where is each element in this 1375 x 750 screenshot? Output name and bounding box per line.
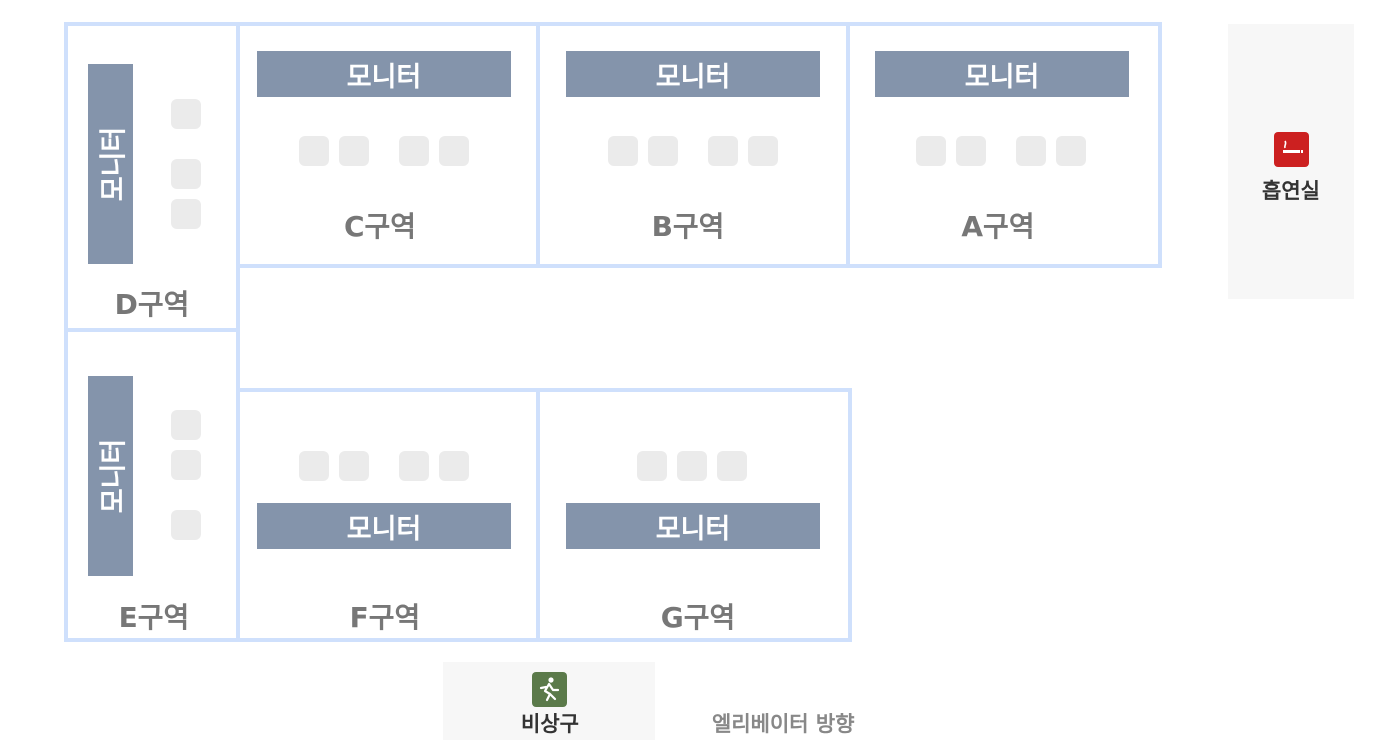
seat[interactable] [171,410,201,440]
zone-d: 모니터 D구역 [64,22,240,332]
zone-b: 모니터 B구역 [536,22,852,268]
zone-a-monitor: 모니터 [875,51,1129,97]
zone-a-label: A구역 [961,210,1035,243]
seat[interactable] [339,451,369,481]
seat[interactable] [299,136,329,166]
zone-c: 모니터 C구역 [236,22,542,268]
zone-g-monitor: 모니터 [566,503,820,549]
zone-d-label: D구역 [114,288,190,321]
seat[interactable] [439,136,469,166]
zone-b-label: B구역 [651,210,725,243]
seat[interactable] [648,136,678,166]
monitor-label: 모니터 [964,61,1040,93]
seat[interactable] [608,136,638,166]
elevator-direction-label: 엘리베이터 방향 [712,712,855,736]
zone-f-label: F구역 [349,601,421,634]
monitor-label: 모니터 [346,61,422,93]
seat[interactable] [439,451,469,481]
smoking-room[interactable]: 흡연실 [1228,24,1354,299]
emergency-exit-label: 비상구 [521,712,579,736]
seat[interactable] [171,450,201,480]
seat[interactable] [171,159,201,189]
zone-c-monitor: 모니터 [257,51,511,97]
zone-b-monitor: 모니터 [566,51,820,97]
zone-d-monitor: 모니터 [88,64,133,264]
emergency-exit-icon [532,672,567,707]
seat[interactable] [748,136,778,166]
smoking-room-label: 흡연실 [1262,179,1320,203]
seat[interactable] [171,510,201,540]
zone-f-monitor: 모니터 [257,503,511,549]
seat[interactable] [956,136,986,166]
seat[interactable] [717,451,747,481]
seat[interactable] [339,136,369,166]
monitor-label: 모니터 [346,513,422,545]
zone-g: 모니터 G구역 [536,388,852,642]
seat[interactable] [171,99,201,129]
zone-e-label: E구역 [118,601,190,634]
seat[interactable] [299,451,329,481]
monitor-label: 모니터 [655,61,731,93]
seat[interactable] [708,136,738,166]
monitor-label: 모니터 [98,126,129,202]
zone-e-monitor: 모니터 [88,376,133,576]
smoking-icon [1274,132,1309,167]
zone-a: 모니터 A구역 [846,22,1162,268]
seat[interactable] [399,451,429,481]
seat[interactable] [399,136,429,166]
zone-e: 모니터 E구역 [64,328,240,642]
zone-f: 모니터 F구역 [236,388,542,642]
zone-c-label: C구역 [343,210,417,243]
seat[interactable] [916,136,946,166]
emergency-exit[interactable]: 비상구 [443,662,655,740]
seat[interactable] [637,451,667,481]
zone-g-label: G구역 [660,601,736,634]
monitor-label: 모니터 [98,438,129,514]
seat[interactable] [677,451,707,481]
monitor-label: 모니터 [655,513,731,545]
seat[interactable] [171,199,201,229]
seat[interactable] [1016,136,1046,166]
seat[interactable] [1056,136,1086,166]
